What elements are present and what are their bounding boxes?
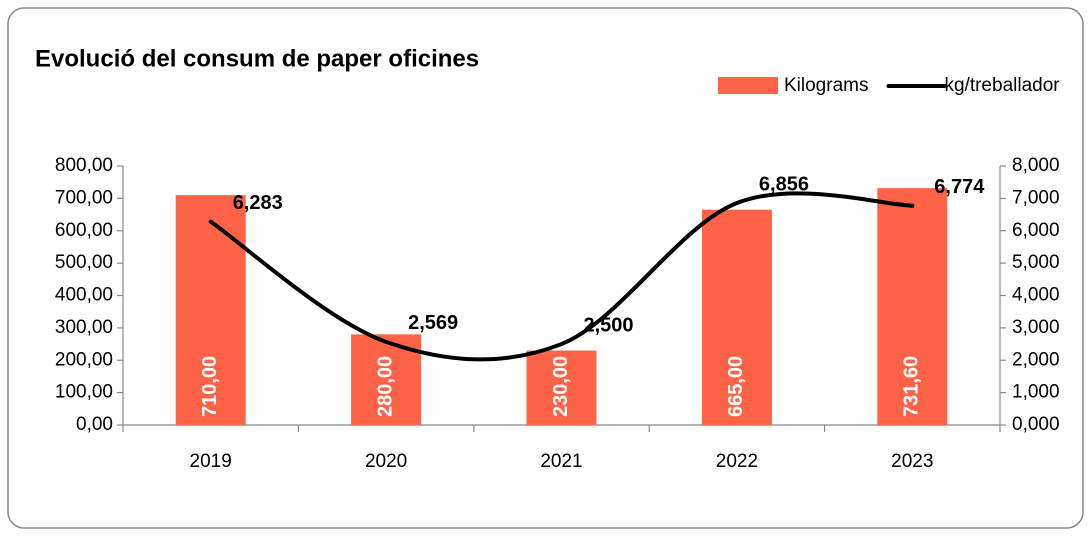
y-tick-label: 800,00 xyxy=(55,155,113,176)
y-tick-label: 700,00 xyxy=(55,187,113,208)
bar-value-label: 280,00 xyxy=(374,356,396,417)
line-value-label: 2,569 xyxy=(408,312,458,334)
y2-tick-label: 1,000 xyxy=(1012,382,1060,403)
y2-tick-label: 7,000 xyxy=(1012,187,1060,208)
y-tick-label: 600,00 xyxy=(55,220,113,241)
y2-tick-label: 8,000 xyxy=(1012,155,1060,176)
y-tick-label: 100,00 xyxy=(55,382,113,403)
legend-label: kg/treballador xyxy=(944,75,1060,96)
x-tick-label: 2020 xyxy=(365,451,407,472)
line-value-label: 6,856 xyxy=(759,173,809,195)
line xyxy=(208,191,915,362)
y2-tick-label: 2,000 xyxy=(1012,349,1060,370)
bar xyxy=(175,195,246,425)
bar-value-label: 710,00 xyxy=(199,356,221,417)
line-value-label: 6,774 xyxy=(934,176,985,198)
bar-value-label: 665,00 xyxy=(725,356,747,417)
bar-value-label: 230,00 xyxy=(550,356,572,417)
legend-swatch xyxy=(718,77,778,94)
y-tick-label: 0,00 xyxy=(76,414,113,435)
y-tick-label: 400,00 xyxy=(55,285,113,306)
y-tick-label: 300,00 xyxy=(55,317,113,338)
chart-border xyxy=(7,7,1084,529)
chart-title: Evolució del consum de paper oficines xyxy=(35,45,479,72)
x-tick-label: 2021 xyxy=(540,451,582,472)
bar xyxy=(701,209,772,425)
x-tick-label: 2022 xyxy=(716,451,758,472)
bar-value-label: 731,60 xyxy=(901,356,923,417)
x-tick-label: 2023 xyxy=(891,451,933,472)
y2-tick-label: 5,000 xyxy=(1012,252,1060,273)
bar xyxy=(526,350,597,425)
x-tick-label: 2019 xyxy=(190,451,232,472)
y2-tick-label: 6,000 xyxy=(1012,220,1060,241)
line-value-label: 6,283 xyxy=(233,192,283,214)
y2-tick-label: 4,000 xyxy=(1012,285,1060,306)
y2-tick-label: 0,000 xyxy=(1012,414,1060,435)
y-tick-label: 500,00 xyxy=(55,252,113,273)
legend-label: Kilograms xyxy=(784,75,868,96)
bar xyxy=(877,188,948,425)
y-tick-label: 200,00 xyxy=(55,349,113,370)
y2-tick-label: 3,000 xyxy=(1012,317,1060,338)
line-value-label: 2,500 xyxy=(584,314,634,336)
